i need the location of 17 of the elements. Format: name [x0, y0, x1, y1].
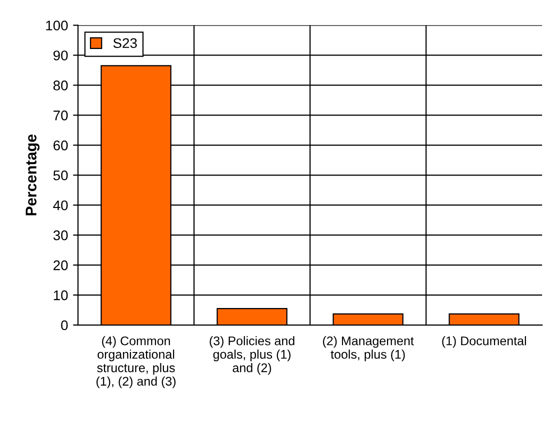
y-tick-label: 0 — [61, 320, 68, 330]
x-tick-label: (1) Documental — [442, 336, 526, 348]
y-tick-label: 50 — [53, 170, 68, 180]
y-tick-label: 20 — [54, 260, 68, 270]
y-tick-label: 70 — [54, 110, 68, 120]
y-tick-label: 90 — [53, 50, 68, 60]
y-tick-label: 80 — [53, 80, 68, 90]
legend-label: S23 — [113, 38, 137, 48]
y-tick-label: 60 — [54, 140, 68, 150]
y-tick-label: 40 — [53, 200, 68, 210]
x-tick-label: (3) Policies and goals, plus (1) and (2) — [210, 336, 294, 375]
x-tick-label: (4) Common organizational structure, plus (1), (2) and (3) — [96, 336, 176, 388]
y-tick-label: 30 — [53, 230, 68, 240]
y-axis-title: Percentage — [26, 134, 40, 216]
y-tick-label: 10 — [54, 290, 68, 300]
x-tick-label: (2) Management tools, plus (1) — [322, 336, 414, 362]
y-tick-label: 100 — [46, 20, 68, 30]
